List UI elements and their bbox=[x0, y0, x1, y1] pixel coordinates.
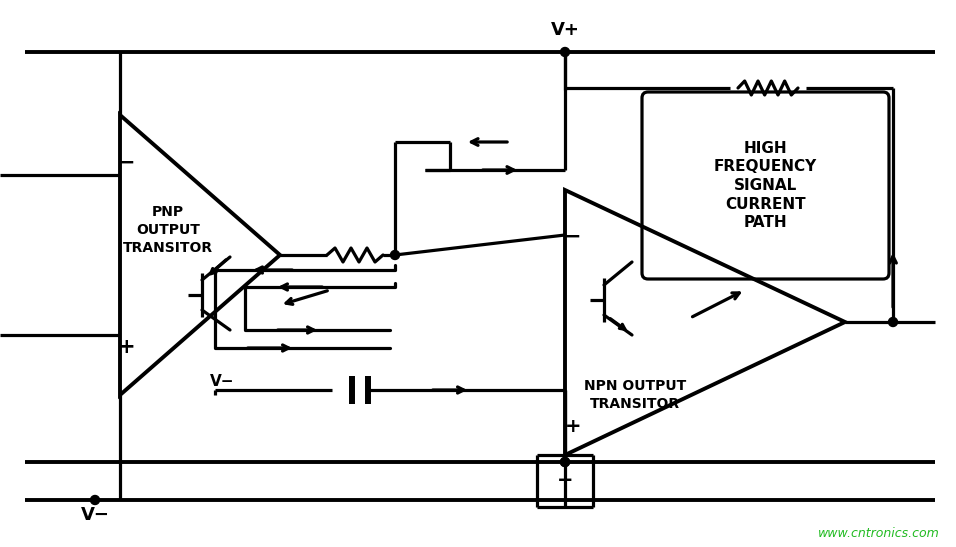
Text: PNP
OUTPUT
TRANSITOR: PNP OUTPUT TRANSITOR bbox=[123, 205, 213, 255]
Text: +: + bbox=[119, 337, 136, 357]
Text: +: + bbox=[565, 417, 581, 437]
Text: V−: V− bbox=[209, 375, 234, 389]
Text: V−: V− bbox=[80, 506, 110, 524]
Circle shape bbox=[390, 251, 400, 259]
Text: NPN OUTPUT
TRANSITOR: NPN OUTPUT TRANSITOR bbox=[584, 379, 686, 411]
Text: HIGH
FREQUENCY
SIGNAL
CURRENT
PATH: HIGH FREQUENCY SIGNAL CURRENT PATH bbox=[714, 141, 817, 230]
Circle shape bbox=[888, 317, 898, 327]
Circle shape bbox=[560, 48, 570, 56]
Circle shape bbox=[560, 457, 570, 467]
Circle shape bbox=[91, 496, 99, 504]
Text: www.cntronics.com: www.cntronics.com bbox=[818, 527, 940, 540]
Text: +: + bbox=[556, 472, 574, 491]
Circle shape bbox=[560, 457, 570, 467]
Text: −: − bbox=[564, 227, 582, 247]
Text: V+: V+ bbox=[551, 21, 579, 39]
Text: −: − bbox=[119, 153, 136, 173]
